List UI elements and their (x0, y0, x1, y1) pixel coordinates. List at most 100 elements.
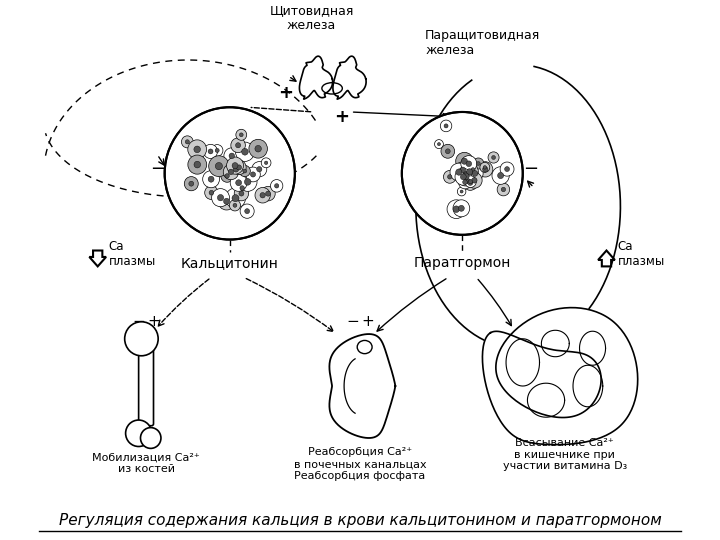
Circle shape (441, 120, 451, 132)
Circle shape (435, 140, 444, 149)
Circle shape (492, 156, 495, 159)
Circle shape (505, 167, 510, 172)
Circle shape (212, 145, 223, 156)
Circle shape (240, 186, 245, 190)
Polygon shape (330, 334, 395, 438)
Circle shape (218, 193, 235, 210)
Circle shape (492, 167, 509, 184)
Circle shape (438, 143, 441, 146)
Circle shape (232, 163, 238, 168)
Circle shape (464, 176, 467, 179)
Circle shape (453, 200, 469, 217)
Circle shape (215, 163, 222, 170)
Circle shape (221, 170, 233, 183)
Circle shape (256, 166, 262, 172)
Circle shape (232, 194, 239, 202)
Circle shape (246, 167, 261, 182)
Circle shape (243, 169, 247, 173)
Circle shape (165, 107, 295, 240)
Circle shape (249, 139, 267, 158)
Circle shape (447, 200, 466, 219)
Circle shape (208, 149, 213, 154)
Circle shape (185, 140, 189, 144)
Circle shape (441, 144, 454, 158)
Circle shape (482, 167, 488, 172)
Circle shape (217, 194, 224, 201)
Circle shape (498, 172, 504, 179)
Circle shape (472, 178, 477, 183)
Circle shape (203, 171, 220, 188)
Circle shape (228, 169, 233, 174)
Circle shape (459, 205, 464, 211)
Text: Паращитовидная
железа: Паращитовидная железа (425, 29, 540, 57)
Circle shape (239, 133, 243, 137)
Circle shape (266, 191, 271, 196)
Circle shape (208, 176, 214, 182)
Text: Щитовидная
железа: Щитовидная железа (269, 4, 354, 32)
Circle shape (224, 198, 230, 204)
Circle shape (461, 163, 478, 181)
Circle shape (448, 174, 452, 179)
Ellipse shape (322, 83, 342, 94)
Circle shape (469, 180, 472, 184)
Circle shape (225, 188, 246, 208)
Circle shape (235, 142, 254, 161)
Circle shape (125, 420, 152, 447)
Text: Регуляция содержания кальция в крови кальцитонином и паратгормоном: Регуляция содержания кальция в крови кал… (58, 513, 662, 528)
Text: Реабсорбция Ca²⁺
в почечных канальцах
Реабсорбция фосфата: Реабсорбция Ca²⁺ в почечных канальцах Ре… (294, 448, 426, 481)
Text: −: − (132, 314, 145, 329)
Circle shape (462, 173, 469, 180)
Circle shape (261, 186, 275, 201)
Circle shape (477, 161, 480, 165)
Circle shape (467, 165, 483, 181)
Circle shape (460, 167, 466, 173)
Circle shape (467, 172, 482, 188)
Circle shape (204, 186, 218, 199)
Circle shape (462, 158, 467, 164)
Ellipse shape (357, 340, 372, 354)
Circle shape (235, 143, 240, 148)
Circle shape (472, 171, 478, 176)
Text: Ca
плазмы: Ca плазмы (109, 240, 156, 268)
Circle shape (483, 166, 487, 169)
Circle shape (488, 152, 499, 163)
Text: +: + (361, 314, 374, 329)
Circle shape (194, 161, 201, 168)
Text: −: − (346, 314, 359, 329)
Circle shape (251, 172, 256, 177)
Circle shape (457, 187, 466, 196)
Circle shape (245, 208, 250, 214)
Circle shape (235, 181, 248, 194)
Polygon shape (490, 310, 634, 443)
Circle shape (255, 187, 270, 203)
Circle shape (455, 168, 472, 185)
Circle shape (478, 161, 492, 177)
Circle shape (500, 162, 514, 176)
Circle shape (242, 148, 248, 155)
Circle shape (456, 167, 475, 186)
Circle shape (260, 193, 265, 198)
Circle shape (209, 190, 214, 195)
Circle shape (204, 144, 217, 159)
FancyBboxPatch shape (139, 346, 153, 426)
Circle shape (460, 172, 471, 183)
Circle shape (463, 171, 468, 177)
Circle shape (461, 156, 477, 172)
Circle shape (236, 165, 241, 170)
Circle shape (402, 112, 523, 235)
Circle shape (444, 171, 456, 183)
Text: +: + (334, 107, 349, 126)
Text: Кальцитонин: Кальцитонин (181, 256, 279, 270)
Circle shape (184, 177, 198, 191)
Polygon shape (482, 308, 638, 444)
Circle shape (264, 161, 268, 165)
Text: Паратгормон: Паратгормон (413, 256, 511, 270)
Text: Мобилизация Ca²⁺
из костей: Мобилизация Ca²⁺ из костей (92, 452, 200, 474)
Circle shape (188, 140, 207, 159)
Circle shape (209, 156, 229, 177)
Text: Ca
плазмы: Ca плазмы (618, 240, 665, 268)
Circle shape (453, 206, 459, 212)
Circle shape (189, 181, 194, 186)
Circle shape (467, 168, 472, 175)
Polygon shape (333, 56, 366, 99)
